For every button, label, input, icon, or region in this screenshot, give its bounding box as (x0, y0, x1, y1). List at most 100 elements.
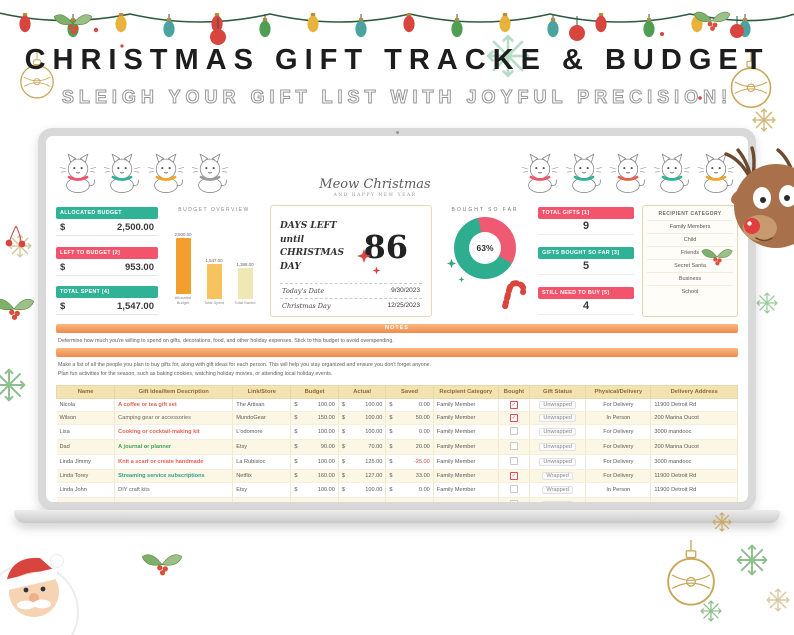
cell-name[interactable]: Wilson (56, 411, 116, 425)
cell-name[interactable]: Mom (56, 497, 116, 502)
cell-name[interactable]: Nicola (56, 398, 116, 412)
cell-delivery-address[interactable]: 3000 mandooc (650, 454, 738, 470)
recipient-category-item[interactable]: Child (647, 234, 733, 247)
bought-checkbox[interactable]: ✓ (509, 401, 518, 409)
left-to-budget-value[interactable]: $953.00 (56, 259, 158, 276)
cell-recipient-category[interactable]: Family Member (433, 398, 499, 412)
cell-budget[interactable]: $100.00 (290, 398, 339, 412)
cell-actual[interactable]: $100.00 (338, 482, 387, 498)
cell-gift-status[interactable]: Unwrapped (529, 424, 587, 440)
cell-gift-status[interactable]: Wrapped (529, 482, 587, 498)
cell-description[interactable]: Streaming service subscriptions (114, 469, 234, 483)
total-spent-value[interactable]: $1,547.00 (56, 298, 158, 315)
cell-gift-status[interactable]: Wrapped (529, 497, 587, 502)
cell-gift-status[interactable]: Unwrapped (529, 454, 587, 470)
cell-delivery-address[interactable]: 200 Marina Oucot (650, 411, 738, 425)
cell-actual[interactable]: $125.00 (338, 454, 387, 470)
cell-physical-delivery[interactable]: For Delivery (585, 424, 652, 440)
cell-description[interactable]: Camping gear or accessories (114, 411, 234, 425)
bought-checkbox[interactable]: ✓ (509, 414, 518, 422)
cell-budget[interactable]: $100.00 (290, 454, 339, 470)
cell-delivery-address[interactable]: 200 Marina Oucot (650, 497, 738, 502)
cell-delivery-address[interactable]: 200 Marina Oucot (650, 439, 738, 455)
bought-checkbox[interactable]: ✓ (509, 472, 518, 480)
cell-physical-delivery[interactable]: For Delivery (585, 439, 652, 455)
cell-store[interactable]: Netflix (232, 469, 292, 483)
cell-name[interactable]: Linda John (56, 482, 116, 498)
cell-delivery-address[interactable]: 11900 Detroit Rd (650, 482, 738, 498)
bought-checkbox[interactable] (509, 427, 518, 435)
cell-physical-delivery[interactable]: In Person (585, 482, 652, 498)
cell-name[interactable]: Linda Torey (56, 469, 116, 483)
cell-delivery-address[interactable]: 3000 mandooc (650, 424, 738, 440)
bought-checkbox[interactable] (509, 485, 518, 493)
cell-recipient-category[interactable]: Family Member (433, 424, 499, 440)
cell-description[interactable]: DIY craft kits (114, 482, 234, 498)
cell-store[interactable]: The Artisan (232, 398, 292, 412)
cell-physical-delivery[interactable]: For Delivery (585, 398, 652, 412)
cell-actual[interactable]: $127.00 (338, 469, 387, 483)
cell-description[interactable]: Cooking or cocktail-making kit (114, 424, 234, 440)
recipient-category-item[interactable]: Family Members (647, 221, 733, 234)
gifts-bought-value[interactable]: 5 (538, 259, 634, 275)
cell-budget[interactable]: $150.00 (290, 411, 339, 425)
cell-name[interactable]: Linda Jimmy (56, 454, 116, 470)
cell-name[interactable]: Lisa (56, 424, 116, 440)
note-line[interactable]: Determine how much you're willing to spe… (58, 337, 394, 344)
cell-recipient-category[interactable]: Family Member (433, 469, 499, 483)
cell-name[interactable]: Dad (56, 439, 116, 455)
cell-recipient-category[interactable]: Family Member (433, 454, 499, 470)
cell-actual[interactable]: $700.00 (338, 497, 387, 502)
still-need-to-buy-value[interactable]: 4 (538, 299, 634, 315)
cell-description[interactable]: Knit a scarf or create handmade (114, 454, 234, 470)
cell-actual[interactable]: $100.00 (338, 398, 387, 412)
recipient-category-item[interactable]: Business (647, 273, 733, 286)
cell-saved: $50.00 (385, 411, 434, 425)
todays-date-value[interactable]: 9/30/2023 (391, 287, 420, 294)
cell-store[interactable]: Etsy (232, 482, 292, 498)
cell-physical-delivery[interactable]: For Delivery (585, 454, 652, 470)
cell-recipient-category[interactable]: Family Member (433, 411, 499, 425)
recipient-category-item[interactable]: Friends (647, 247, 733, 260)
note-line[interactable]: Make a list of all the people you plan t… (58, 361, 432, 368)
cell-store[interactable]: L'odomore (232, 424, 292, 440)
cell-budget[interactable]: $1,200.00 (290, 497, 339, 502)
recipient-category-item[interactable]: Secret Santa (647, 260, 733, 273)
cell-gift-status[interactable]: Unwrapped (529, 398, 587, 412)
cell-gift-status[interactable]: Unwrapped (529, 439, 587, 455)
christmas-day-value[interactable]: 12/25/2023 (387, 302, 420, 309)
cell-actual[interactable]: $70.00 (338, 439, 387, 455)
table-row: Lisa Cooking or cocktail-making kit L'odom… (56, 424, 738, 440)
cell-description[interactable]: Latest smartphones (114, 497, 234, 502)
cell-delivery-address[interactable]: 11900 Detroit Rd (650, 398, 738, 412)
cell-actual[interactable]: $100.00 (338, 411, 387, 425)
recipient-category-item[interactable]: School (681, 289, 699, 295)
cell-recipient-category[interactable]: Family Member (433, 439, 499, 455)
cell-budget[interactable]: $90.00 (290, 439, 339, 455)
cell-description[interactable]: A coffee or tea gift set (114, 398, 234, 412)
allocated-budget-value[interactable]: $2,500.00 (56, 219, 158, 236)
cell-gift-status[interactable]: Wrapped (529, 469, 587, 483)
note-line[interactable]: Plan fun activities for the season, such… (58, 370, 333, 377)
cell-actual[interactable]: $100.00 (338, 424, 387, 440)
cell-recipient-category[interactable]: Family Member (433, 497, 499, 502)
cell-store[interactable]: MundoGear (232, 411, 292, 425)
cell-physical-delivery[interactable]: In Person (585, 497, 652, 502)
cell-description[interactable]: A journal or planner (114, 439, 234, 455)
cell-physical-delivery[interactable]: In Person (585, 411, 652, 425)
total-gifts-value[interactable]: 9 (538, 219, 634, 235)
cell-saved: $33.00 (385, 469, 434, 483)
cell-budget[interactable]: $100.00 (290, 424, 339, 440)
bought-checkbox[interactable] (509, 500, 518, 502)
bought-checkbox[interactable] (509, 457, 518, 465)
cell-physical-delivery[interactable]: For Delivery (585, 469, 652, 483)
bought-checkbox[interactable] (509, 442, 518, 450)
cell-budget[interactable]: $100.00 (290, 482, 339, 498)
cell-delivery-address[interactable]: 11900 Detroit Rd (650, 469, 738, 483)
cell-gift-status[interactable]: Unwrapped (529, 411, 587, 425)
cell-budget[interactable]: $160.00 (290, 469, 339, 483)
cell-recipient-category[interactable]: Family Member (433, 482, 499, 498)
cell-store[interactable]: Apple (232, 497, 292, 502)
cell-store[interactable]: La Rubisioc (232, 454, 292, 470)
cell-store[interactable]: Etsy (232, 439, 292, 455)
